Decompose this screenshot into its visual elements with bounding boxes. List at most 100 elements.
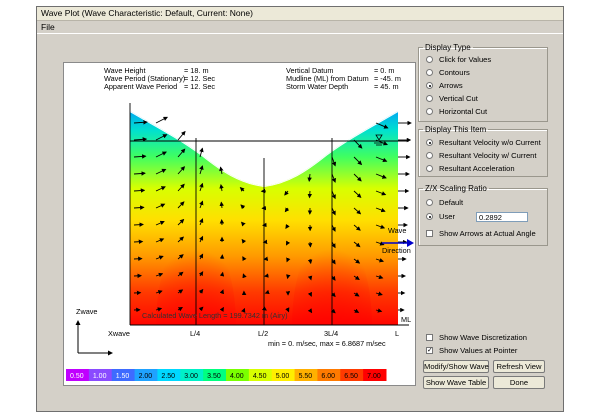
velocity-arrow — [353, 207, 362, 215]
radio-icon — [426, 108, 433, 115]
velocity-arrow — [307, 291, 312, 297]
velocity-arrow — [219, 183, 224, 192]
velocity-arrow — [242, 273, 247, 279]
velocity-arrow — [199, 235, 204, 243]
velocity-arrow — [286, 257, 291, 263]
velocity-arrow — [239, 187, 245, 192]
radio-horizontal-cut[interactable]: Horizontal Cut — [426, 107, 487, 116]
velocity-arrow — [353, 224, 361, 231]
velocity-arrow — [307, 275, 313, 281]
x-label-3l4: 3L/4 — [324, 329, 339, 338]
velocity-arrow — [199, 147, 204, 158]
velocity-arrow — [219, 271, 225, 277]
velocity-arrow — [284, 190, 289, 196]
colorbar-tick-label: 1.00 — [93, 373, 107, 380]
checkbox-show-arrows-actual-angle[interactable]: Show Arrows at Actual Angle — [426, 229, 536, 238]
colorbar-swatch — [203, 369, 227, 381]
radio-contours[interactable]: Contours — [426, 68, 470, 77]
velocity-arrow — [133, 239, 144, 244]
colorbar-swatch — [363, 369, 387, 381]
velocity-arrow — [353, 241, 361, 248]
velocity-arrow — [219, 306, 224, 312]
menu-file[interactable]: File — [41, 22, 55, 32]
x-label-xwave: Xwave — [108, 329, 130, 338]
velocity-arrow — [353, 156, 363, 166]
wave-plot-window: Wave Plot (Wave Characteristic: Default,… — [36, 6, 564, 412]
radio-velocity-without-current[interactable]: Resultant Velocity w/o Current — [426, 138, 541, 147]
velocity-arrow — [133, 205, 145, 210]
radio-icon — [426, 56, 433, 63]
checkbox-show-wave-discretization[interactable]: Show Wave Discretization — [426, 333, 527, 342]
radio-arrows[interactable]: Arrows — [426, 81, 463, 90]
x-label-l2: L/2 — [258, 329, 269, 338]
velocity-arrow — [177, 130, 186, 141]
scaling-legend: Z/X Scaling Ratio — [425, 184, 487, 193]
colorbar-swatch — [317, 369, 341, 381]
velocity-arrow — [331, 224, 336, 232]
checkbox-icon — [426, 334, 433, 341]
wave-length-label: Calculated Wave Length = 199.7342 m (Air… — [142, 311, 288, 320]
info-right: Vertical Datum = 0. m Mudline (ML) from D… — [286, 66, 401, 91]
direction-label-2: Direction — [382, 246, 411, 255]
colorbar-swatch — [88, 369, 113, 381]
velocity-arrow — [375, 207, 386, 213]
colorbar-swatch — [134, 369, 158, 381]
velocity-arrow — [375, 139, 388, 146]
velocity-arrow — [307, 308, 313, 314]
title-bar: Wave Plot (Wave Characteristic: Default,… — [37, 7, 563, 21]
x-label-l4: L/4 — [190, 329, 201, 338]
show-wave-table-button[interactable]: Show Wave Table — [423, 376, 489, 389]
velocity-arrow — [177, 166, 186, 175]
radio-icon — [426, 199, 433, 206]
radio-selected-icon — [426, 139, 433, 146]
velocity-arrow — [133, 171, 146, 176]
velocity-arrow — [375, 308, 383, 313]
radio-velocity-with-current[interactable]: Resultant Velocity w/ Current — [426, 151, 537, 160]
velocity-arrow — [199, 200, 204, 209]
velocity-arrow — [331, 241, 336, 249]
checkbox-show-values-at-pointer[interactable]: ✓ Show Values at Pointer — [426, 346, 518, 355]
wave-direction-arrow — [382, 239, 414, 247]
velocity-arrow — [198, 253, 204, 260]
velocity-arrow — [177, 254, 184, 260]
display-type-legend: Display Type — [425, 43, 471, 52]
velocity-arrow — [375, 258, 385, 263]
velocity-arrow — [375, 274, 384, 280]
refresh-view-button[interactable]: Refresh View — [493, 360, 545, 373]
colorbar-swatch — [271, 369, 296, 381]
velocity-arrow — [133, 137, 148, 142]
radio-icon — [426, 95, 433, 102]
colorbar-swatch — [248, 369, 273, 381]
velocity-arrow — [199, 218, 204, 226]
velocity-arrow — [177, 183, 185, 192]
z-axis-label: Zwave — [76, 307, 98, 316]
radio-vertical-cut[interactable]: Vertical Cut — [426, 94, 478, 103]
modify-show-wave-button[interactable]: Modify/Show Wave — [423, 360, 489, 373]
done-button[interactable]: Done — [493, 376, 545, 389]
info-row: Vertical Datum = 0. m — [286, 66, 395, 75]
colorbar-tick-label: 5.50 — [299, 373, 313, 380]
direction-label-1: Wave — [388, 226, 407, 235]
velocity-arrow — [133, 120, 148, 125]
radio-acceleration[interactable]: Resultant Acceleration — [426, 164, 515, 173]
info-row: Mudline (ML) from Datum = -45. m — [286, 74, 401, 83]
plot-area[interactable]: 0.50 1.00 1.50 2.00 2.50 3.00 3.50 4.00 4.50 5.00… — [63, 62, 416, 386]
velocity-arrow — [353, 190, 362, 198]
velocity-arrow — [353, 275, 360, 281]
velocity-arrow — [155, 272, 164, 278]
water-level-symbol — [374, 134, 384, 146]
info-row: Storm Water Depth = 45. m — [286, 82, 399, 91]
radio-scaling-default[interactable]: Default — [426, 198, 463, 207]
radio-click-for-values[interactable]: Click for Values — [426, 55, 491, 64]
radio-scaling-user[interactable]: User — [426, 212, 455, 221]
velocity-arrow — [285, 223, 290, 229]
velocity-arrow — [219, 166, 224, 175]
velocity-arrow — [177, 236, 184, 243]
colorbar-tick-label: 5.00 — [276, 373, 290, 380]
velocity-arrow — [198, 306, 204, 312]
user-scaling-input[interactable]: 0.2892 — [476, 212, 528, 222]
info-row: Wave Height = 18. m — [104, 66, 209, 75]
velocity-arrow — [375, 241, 385, 246]
colorbar-swatch — [66, 369, 90, 381]
velocity-arrow — [219, 201, 224, 209]
